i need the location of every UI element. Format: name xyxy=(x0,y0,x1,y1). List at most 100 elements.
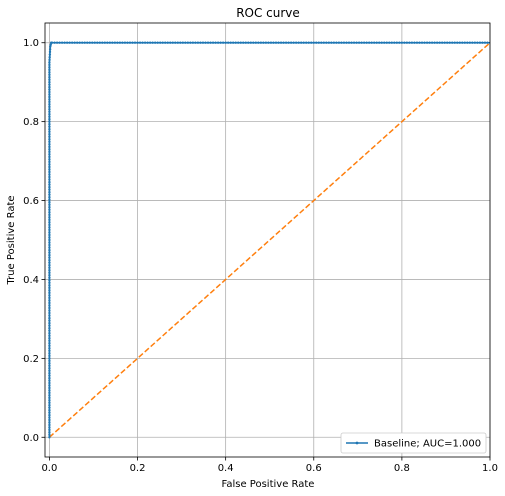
roc-point-marker xyxy=(294,41,298,44)
roc-point-marker xyxy=(176,41,180,44)
roc-point-marker xyxy=(48,53,52,56)
roc-point-marker xyxy=(48,258,51,262)
roc-point-marker xyxy=(48,299,51,302)
roc-point-marker xyxy=(48,155,51,159)
roc-point-marker xyxy=(48,251,51,254)
y-axis-label: True Positive Rate xyxy=(6,195,17,285)
roc-point-marker xyxy=(48,391,51,395)
roc-point-marker xyxy=(48,50,52,54)
y-tick-label: 0.6 xyxy=(23,196,39,207)
roc-point-marker xyxy=(48,271,51,274)
roc-point-marker xyxy=(48,319,51,322)
roc-point-marker xyxy=(48,296,51,300)
roc-point-marker xyxy=(48,426,51,429)
roc-point-marker xyxy=(48,423,51,427)
roc-point-marker xyxy=(48,83,51,86)
roc-point-marker xyxy=(48,208,51,211)
roc-point-marker xyxy=(48,98,51,101)
roc-point-marker xyxy=(48,381,51,385)
roc-point-marker xyxy=(48,342,51,345)
roc-point-marker xyxy=(48,130,51,133)
roc-point-marker xyxy=(410,41,414,44)
roc-point-marker xyxy=(48,294,51,297)
x-tick-label: 0.4 xyxy=(218,463,234,474)
roc-point-marker xyxy=(48,216,51,219)
roc-point-marker xyxy=(48,371,51,375)
roc-point-marker xyxy=(372,41,376,44)
roc-point-marker xyxy=(181,41,185,44)
roc-point-marker xyxy=(48,55,51,59)
roc-point-marker xyxy=(48,160,51,164)
roc-point-marker xyxy=(48,301,51,305)
roc-point-marker xyxy=(48,140,51,143)
roc-point-marker xyxy=(267,41,270,44)
roc-point-marker xyxy=(390,41,394,44)
roc-point-marker xyxy=(244,41,247,44)
roc-point-marker xyxy=(53,41,56,44)
roc-point-marker xyxy=(342,41,346,44)
roc-point-marker xyxy=(48,90,51,94)
roc-point-marker xyxy=(48,401,51,404)
roc-point-marker xyxy=(393,41,396,44)
roc-point-marker xyxy=(337,41,341,44)
roc-point-marker xyxy=(297,41,300,44)
roc-point-marker xyxy=(48,108,51,111)
roc-point-marker xyxy=(247,41,250,44)
roc-point-marker xyxy=(141,41,144,44)
roc-point-marker xyxy=(483,41,487,44)
roc-point-marker xyxy=(48,359,51,363)
roc-point-marker xyxy=(330,41,333,44)
roc-point-marker xyxy=(48,413,51,417)
roc-point-marker xyxy=(355,41,358,44)
roc-point-marker xyxy=(116,41,119,44)
roc-point-marker xyxy=(151,41,154,44)
roc-point-marker xyxy=(216,41,220,44)
roc-point-marker xyxy=(48,133,51,136)
roc-point-marker xyxy=(378,41,381,44)
roc-point-marker xyxy=(48,284,51,287)
roc-point-marker xyxy=(471,41,474,44)
y-tick-label: 0.0 xyxy=(23,433,39,444)
roc-point-marker xyxy=(131,41,134,44)
roc-point-marker xyxy=(156,41,159,44)
roc-point-marker xyxy=(48,190,51,194)
roc-point-marker xyxy=(48,406,51,409)
roc-point-marker xyxy=(48,95,51,99)
roc-point-marker xyxy=(48,349,51,353)
x-tick-label: 0.2 xyxy=(130,463,146,474)
roc-point-marker xyxy=(48,416,51,419)
roc-point-marker xyxy=(315,41,318,44)
y-tick-label: 0.4 xyxy=(23,275,39,286)
roc-point-marker xyxy=(302,41,305,44)
roc-point-marker xyxy=(194,41,197,44)
roc-point-marker xyxy=(420,41,424,44)
roc-point-marker xyxy=(48,309,51,312)
roc-point-marker xyxy=(340,41,343,44)
roc-point-marker xyxy=(48,396,51,400)
roc-point-marker xyxy=(48,286,51,290)
roc-point-marker xyxy=(48,374,51,377)
roc-point-marker xyxy=(347,41,351,44)
roc-point-marker xyxy=(48,203,51,206)
roc-point-marker xyxy=(219,41,222,44)
roc-point-marker xyxy=(136,41,139,44)
roc-point-marker xyxy=(242,41,245,44)
roc-point-marker xyxy=(48,233,51,237)
roc-point-marker xyxy=(83,41,86,44)
roc-point-marker xyxy=(48,331,51,335)
roc-point-marker xyxy=(48,73,51,76)
roc-point-marker xyxy=(440,41,444,44)
legend-label: Baseline; AUC=1.000 xyxy=(374,439,481,450)
roc-point-marker xyxy=(448,41,451,44)
roc-point-marker xyxy=(206,41,210,44)
roc-point-marker xyxy=(75,41,79,44)
roc-point-marker xyxy=(48,236,51,239)
roc-point-marker xyxy=(48,274,51,277)
roc-point-marker xyxy=(360,41,363,44)
roc-point-marker xyxy=(48,195,51,199)
roc-point-marker xyxy=(425,41,429,44)
roc-point-marker xyxy=(48,80,51,84)
roc-point-marker xyxy=(413,41,416,44)
roc-point-marker xyxy=(395,41,399,44)
